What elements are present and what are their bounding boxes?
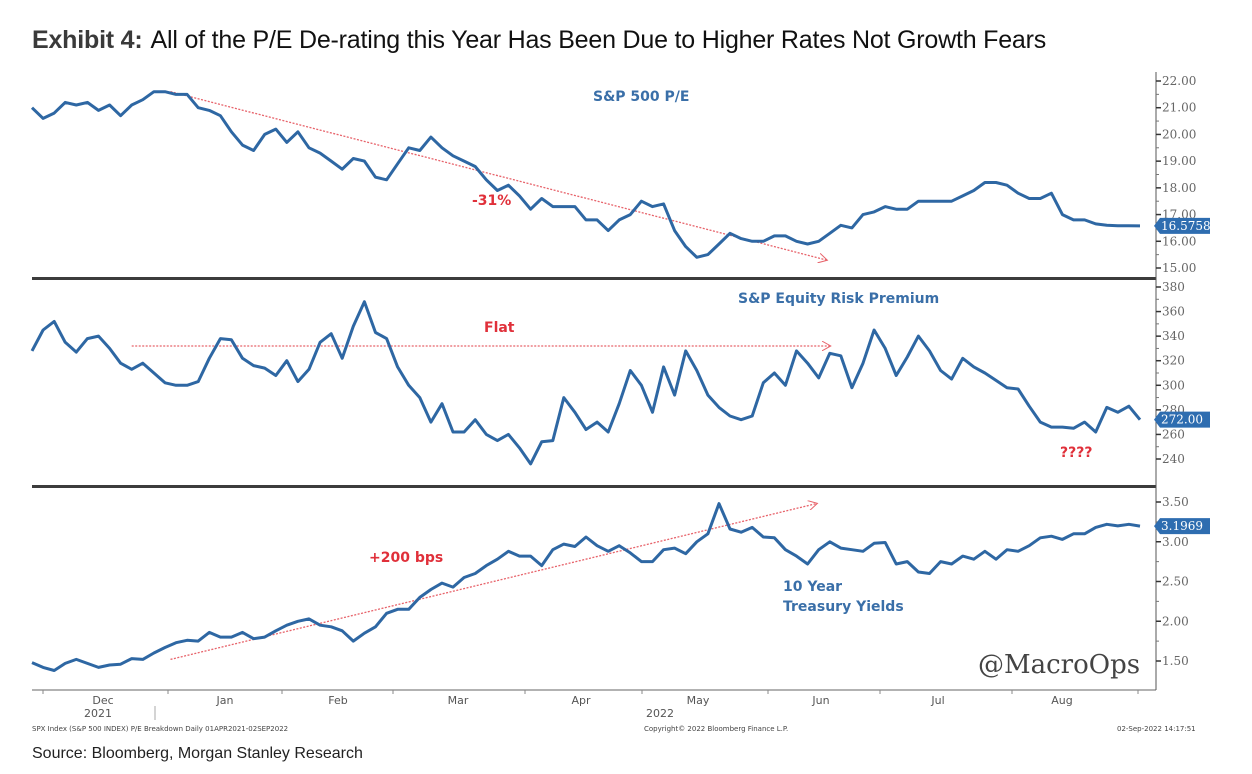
y-tick-label-erp: 340 (1162, 329, 1185, 343)
panel-frames (32, 72, 1157, 691)
panel-title-yield-line1: 10 Year (783, 579, 842, 595)
y-tick-label-yield: 1.50 (1162, 654, 1189, 668)
y-tick-label-erp: 320 (1162, 354, 1185, 368)
x-tick-label-month: May (687, 694, 710, 707)
footer-left: SPX Index (S&P 500 INDEX) P/E Breakdown … (32, 725, 288, 733)
annotation-erp-question: ???? (1060, 445, 1092, 461)
y-tick-label-yield: 3.00 (1162, 535, 1189, 549)
series-lines (30, 90, 1142, 672)
x-tick-label-month: Jan (216, 694, 234, 707)
y-tick-label-pe: 15.00 (1162, 261, 1196, 275)
x-tick-label-year: 2022 (646, 707, 674, 720)
y-tick-label-yield: 2.50 (1162, 575, 1189, 589)
series-line-erp (30, 300, 1142, 466)
y-tick-label-erp: 240 (1162, 452, 1185, 466)
last-value-badge-yield: 3.1969 (1154, 518, 1210, 535)
y-tick-label-pe: 21.00 (1162, 101, 1196, 115)
y-tick-label-erp: 380 (1162, 280, 1185, 294)
watermark: @MacroOps (978, 650, 1140, 680)
y-tick-label-erp: 360 (1162, 305, 1185, 319)
panel-separator (32, 485, 1156, 488)
y-tick-label-pe: 19.00 (1162, 154, 1196, 168)
exhibit-title-lead: Exhibit 4: (32, 26, 143, 54)
y-tick-label-erp: 300 (1162, 378, 1185, 392)
exhibit-title: Exhibit 4: All of the P/E De-rating this … (32, 26, 1046, 55)
y-tick-label-erp: 260 (1162, 427, 1185, 441)
badge-value: 3.1969 (1161, 519, 1203, 533)
badge-shape (1154, 411, 1210, 428)
x-tick-label-month: Aug (1051, 694, 1072, 707)
last-value-badge-pe: 16.5758 (1154, 217, 1211, 234)
panel-title-yield-line2: Treasury Yields (783, 599, 904, 615)
x-tick-label-month: Jun (811, 694, 829, 707)
x-tick-label-year: 2021 (84, 707, 112, 720)
annotation-yield-change: +200 bps (369, 550, 443, 566)
panel-separator (32, 277, 1156, 280)
y-tick-label-yield: 3.50 (1162, 495, 1189, 509)
trend-arrow-pe (170, 91, 827, 260)
footer-center: Copyright© 2022 Bloomberg Finance L.P. (644, 725, 788, 733)
y-axes: 22.0021.0020.0019.0018.0017.0016.0015.00… (1154, 74, 1211, 668)
series-line-yield (31, 502, 1141, 672)
source-note: Source: Bloomberg, Morgan Stanley Resear… (32, 745, 363, 762)
y-tick-label-yield: 2.00 (1162, 614, 1189, 628)
x-tick-label-month: Mar (448, 694, 469, 707)
badge-value: 16.5758 (1161, 219, 1211, 233)
x-axis: Dec Jan Feb Mar Apr May Jun Jul Aug 2021 2022 (42, 690, 1139, 720)
exhibit-title-text: All of the P/E De-rating this Year Has B… (150, 26, 1047, 54)
x-tick-label-month: Dec (92, 694, 113, 707)
panel-title-pe: S&P 500 P/E (593, 89, 689, 105)
x-tick-label-month: Jul (930, 694, 944, 707)
annotation-erp-flat: Flat (484, 320, 515, 336)
y-tick-label-pe: 16.00 (1162, 234, 1196, 248)
last-value-badge-erp: 272.00 (1154, 411, 1210, 428)
y-tick-label-pe: 18.00 (1162, 181, 1196, 195)
panel-title-erp: S&P Equity Risk Premium (738, 291, 939, 307)
y-tick-label-pe: 22.00 (1162, 74, 1196, 88)
trend-arrows (131, 91, 830, 661)
y-tick-label-pe: 20.00 (1162, 127, 1196, 141)
badge-value: 272.00 (1161, 413, 1203, 427)
series-line-pe (30, 90, 1141, 259)
x-tick-label-month: Feb (328, 694, 347, 707)
badge-shape (1154, 518, 1210, 535)
annotation-pe-change: -31% (472, 193, 511, 209)
badge-shape (1154, 217, 1210, 234)
x-tick-label-month: Apr (571, 694, 591, 707)
footer-right: 02-Sep-2022 14:17:51 (1117, 725, 1196, 733)
